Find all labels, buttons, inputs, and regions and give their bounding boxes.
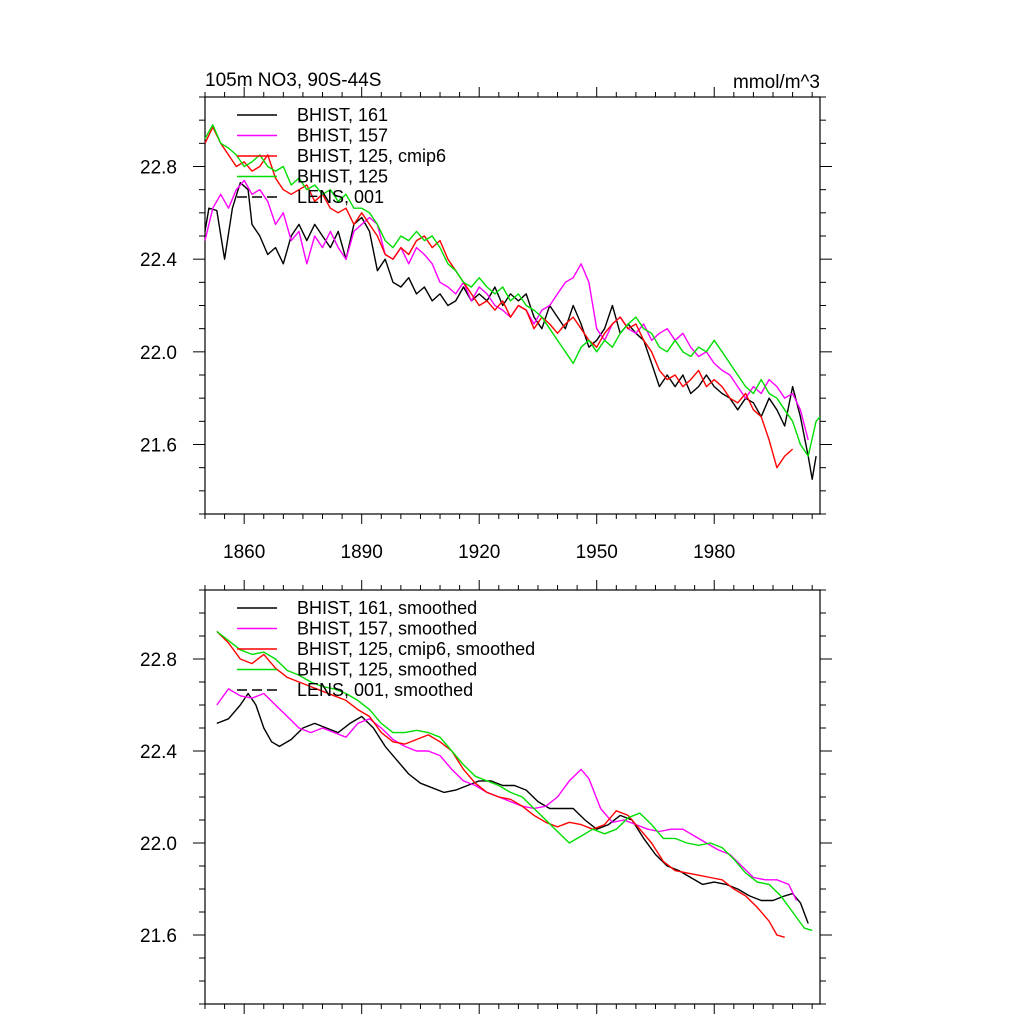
top-series-line-4 bbox=[204, 124, 821, 457]
bottom-legend-label-2: BHIST, 157, smoothed bbox=[297, 619, 477, 639]
y-tick-label: 22.4 bbox=[140, 742, 177, 763]
bottom-legend-label-5: LENS, 001, smoothed bbox=[297, 680, 473, 700]
top-legend-label-5: LENS, 001 bbox=[297, 187, 384, 207]
top-series-line-2 bbox=[204, 179, 809, 441]
top-chart-units: mmol/m^3 bbox=[733, 72, 820, 93]
x-tick-label: 1890 bbox=[341, 542, 383, 563]
y-tick-label: 22.0 bbox=[140, 343, 177, 364]
bottom-series-line-1 bbox=[216, 692, 809, 924]
top-series-line-3 bbox=[204, 126, 794, 469]
top-chart-panel: 105m NO3, 90S-44S mmol/m^3 1860 1890 1920 1… bbox=[140, 70, 832, 563]
bottom-legend-label-1: BHIST, 161, smoothed bbox=[297, 598, 477, 618]
top-legend-label-3: BHIST, 125, cmip6 bbox=[297, 146, 446, 166]
y-tick-label: 21.6 bbox=[140, 436, 177, 457]
bottom-series-line-4 bbox=[216, 630, 813, 932]
top-legend-label-4: BHIST, 125 bbox=[297, 167, 388, 187]
bottom-legend-label-3: BHIST, 125, cmip6, smoothed bbox=[297, 639, 535, 659]
x-tick-label: 1950 bbox=[576, 542, 618, 563]
top-chart-title: 105m NO3, 90S-44S bbox=[205, 70, 381, 91]
top-series-line-1 bbox=[204, 182, 817, 480]
bottom-series-line-2 bbox=[216, 688, 798, 901]
y-tick-label: 21.6 bbox=[140, 926, 177, 947]
bottom-legend-label-4: BHIST, 125, smoothed bbox=[297, 660, 477, 680]
x-tick-label: 1920 bbox=[458, 542, 500, 563]
y-tick-label: 22.8 bbox=[140, 650, 177, 671]
y-tick-label: 22.8 bbox=[140, 158, 177, 179]
x-tick-label: 1860 bbox=[223, 542, 265, 563]
y-tick-label: 22.4 bbox=[140, 250, 177, 271]
top-legend-label-1: BHIST, 161 bbox=[297, 105, 388, 125]
y-tick-label: 22.0 bbox=[140, 834, 177, 855]
x-tick-label: 1980 bbox=[693, 542, 735, 563]
top-legend-label-2: BHIST, 157 bbox=[297, 126, 388, 146]
bottom-series-line-3 bbox=[216, 630, 785, 938]
